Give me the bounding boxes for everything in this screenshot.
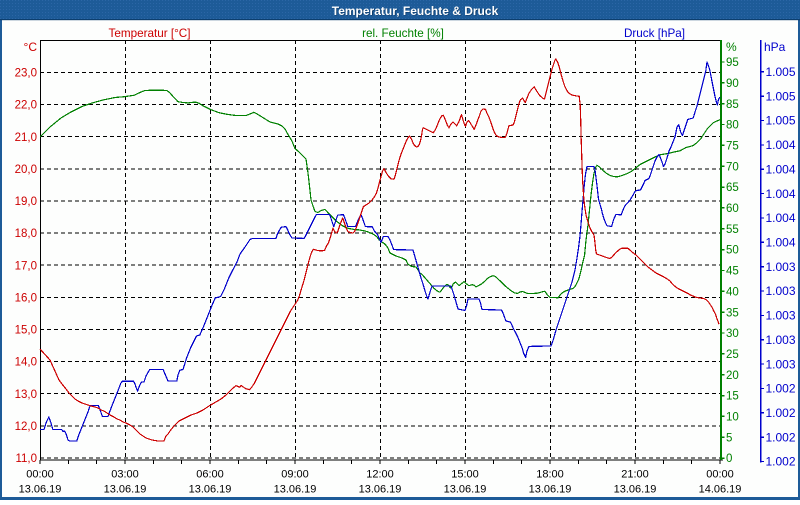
svg-text:15,0: 15,0 [15, 325, 37, 337]
svg-text:1.004: 1.004 [766, 211, 796, 225]
svg-text:°C: °C [24, 40, 38, 54]
svg-text:1.004: 1.004 [766, 162, 796, 176]
svg-text:13.06.19: 13.06.19 [529, 483, 572, 495]
svg-text:13.06.19: 13.06.19 [104, 483, 147, 495]
svg-text:90: 90 [726, 78, 739, 90]
svg-text:16,0: 16,0 [15, 293, 37, 305]
svg-text:Druck [hPa]: Druck [hPa] [624, 27, 685, 40]
svg-text:60: 60 [726, 203, 739, 215]
svg-text:10: 10 [726, 412, 739, 424]
svg-text:55: 55 [726, 224, 739, 236]
svg-text:15:00: 15:00 [451, 469, 479, 481]
svg-text:15: 15 [726, 391, 739, 403]
svg-text:23,0: 23,0 [15, 68, 37, 80]
svg-text:20,0: 20,0 [15, 164, 37, 176]
svg-text:09:00: 09:00 [281, 469, 309, 481]
svg-text:13.06.19: 13.06.19 [19, 483, 62, 495]
svg-text:75: 75 [726, 141, 739, 153]
svg-text:Temperatur, Feuchte & Druck: Temperatur, Feuchte & Druck [332, 4, 499, 18]
svg-text:21,0: 21,0 [15, 132, 37, 144]
svg-text:1.004: 1.004 [766, 236, 796, 250]
svg-text:35: 35 [726, 307, 739, 319]
svg-text:1.003: 1.003 [766, 333, 796, 347]
svg-text:Temperatur, Feuchte & Druck: Temperatur, Feuchte & Druck [333, 5, 500, 19]
svg-text:65: 65 [726, 182, 739, 194]
svg-text:1.002: 1.002 [766, 430, 796, 444]
svg-text:13.06.19: 13.06.19 [359, 483, 402, 495]
svg-text:22,0: 22,0 [15, 100, 37, 112]
svg-text:00:00: 00:00 [26, 469, 54, 481]
svg-text:14.06.19: 14.06.19 [699, 483, 742, 495]
svg-text:0: 0 [726, 453, 732, 465]
svg-text:45: 45 [726, 266, 739, 278]
svg-text:13.06.19: 13.06.19 [274, 483, 317, 495]
svg-text:18,0: 18,0 [15, 228, 37, 240]
svg-text:1.002: 1.002 [766, 455, 796, 469]
svg-text:03:00: 03:00 [111, 469, 139, 481]
svg-text:30: 30 [726, 328, 739, 340]
svg-text:1.005: 1.005 [766, 114, 796, 128]
svg-text:1.005: 1.005 [766, 89, 796, 103]
svg-text:06:00: 06:00 [196, 469, 224, 481]
svg-text:12:00: 12:00 [366, 469, 394, 481]
svg-text:13,0: 13,0 [15, 389, 37, 401]
svg-text:13.06.19: 13.06.19 [614, 483, 657, 495]
svg-text:1.003: 1.003 [766, 309, 796, 323]
svg-text:rel. Feuchte [%]: rel. Feuchte [%] [362, 27, 444, 40]
svg-text:hPa: hPa [764, 40, 786, 54]
svg-text:11,0: 11,0 [15, 453, 37, 465]
svg-text:1.002: 1.002 [766, 382, 796, 396]
svg-text:1.003: 1.003 [766, 260, 796, 274]
svg-text:17,0: 17,0 [15, 260, 37, 272]
svg-text:Temperatur [°C]: Temperatur [°C] [109, 27, 191, 40]
svg-text:95: 95 [726, 57, 739, 69]
svg-text:21:00: 21:00 [621, 469, 649, 481]
svg-text:19,0: 19,0 [15, 196, 37, 208]
svg-text:20: 20 [726, 370, 739, 382]
svg-text:%: % [726, 40, 737, 54]
svg-text:50: 50 [726, 245, 739, 257]
svg-text:5: 5 [726, 432, 732, 444]
svg-text:25: 25 [726, 349, 739, 361]
svg-text:12,0: 12,0 [15, 421, 37, 433]
svg-text:13.06.19: 13.06.19 [189, 483, 232, 495]
svg-text:85: 85 [726, 99, 739, 111]
svg-text:80: 80 [726, 120, 739, 132]
svg-text:70: 70 [726, 161, 739, 173]
svg-text:1.005: 1.005 [766, 65, 796, 79]
svg-text:00:00: 00:00 [706, 469, 734, 481]
svg-text:40: 40 [726, 286, 739, 298]
svg-text:14,0: 14,0 [15, 357, 37, 369]
svg-text:1.003: 1.003 [766, 284, 796, 298]
svg-text:13.06.19: 13.06.19 [444, 483, 487, 495]
svg-text:1.004: 1.004 [766, 138, 796, 152]
svg-text:1.004: 1.004 [766, 187, 796, 201]
svg-text:1.002: 1.002 [766, 406, 796, 420]
svg-text:18:00: 18:00 [536, 469, 564, 481]
svg-text:1.003: 1.003 [766, 357, 796, 371]
